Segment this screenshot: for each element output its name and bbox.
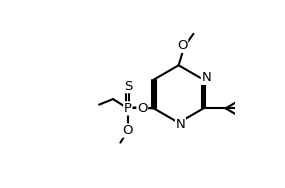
Text: O: O <box>123 124 133 137</box>
Text: N: N <box>176 118 185 131</box>
Text: O: O <box>137 102 148 115</box>
Text: P: P <box>124 102 132 115</box>
Text: S: S <box>124 80 132 93</box>
Text: N: N <box>201 71 211 84</box>
Text: O: O <box>177 39 188 52</box>
